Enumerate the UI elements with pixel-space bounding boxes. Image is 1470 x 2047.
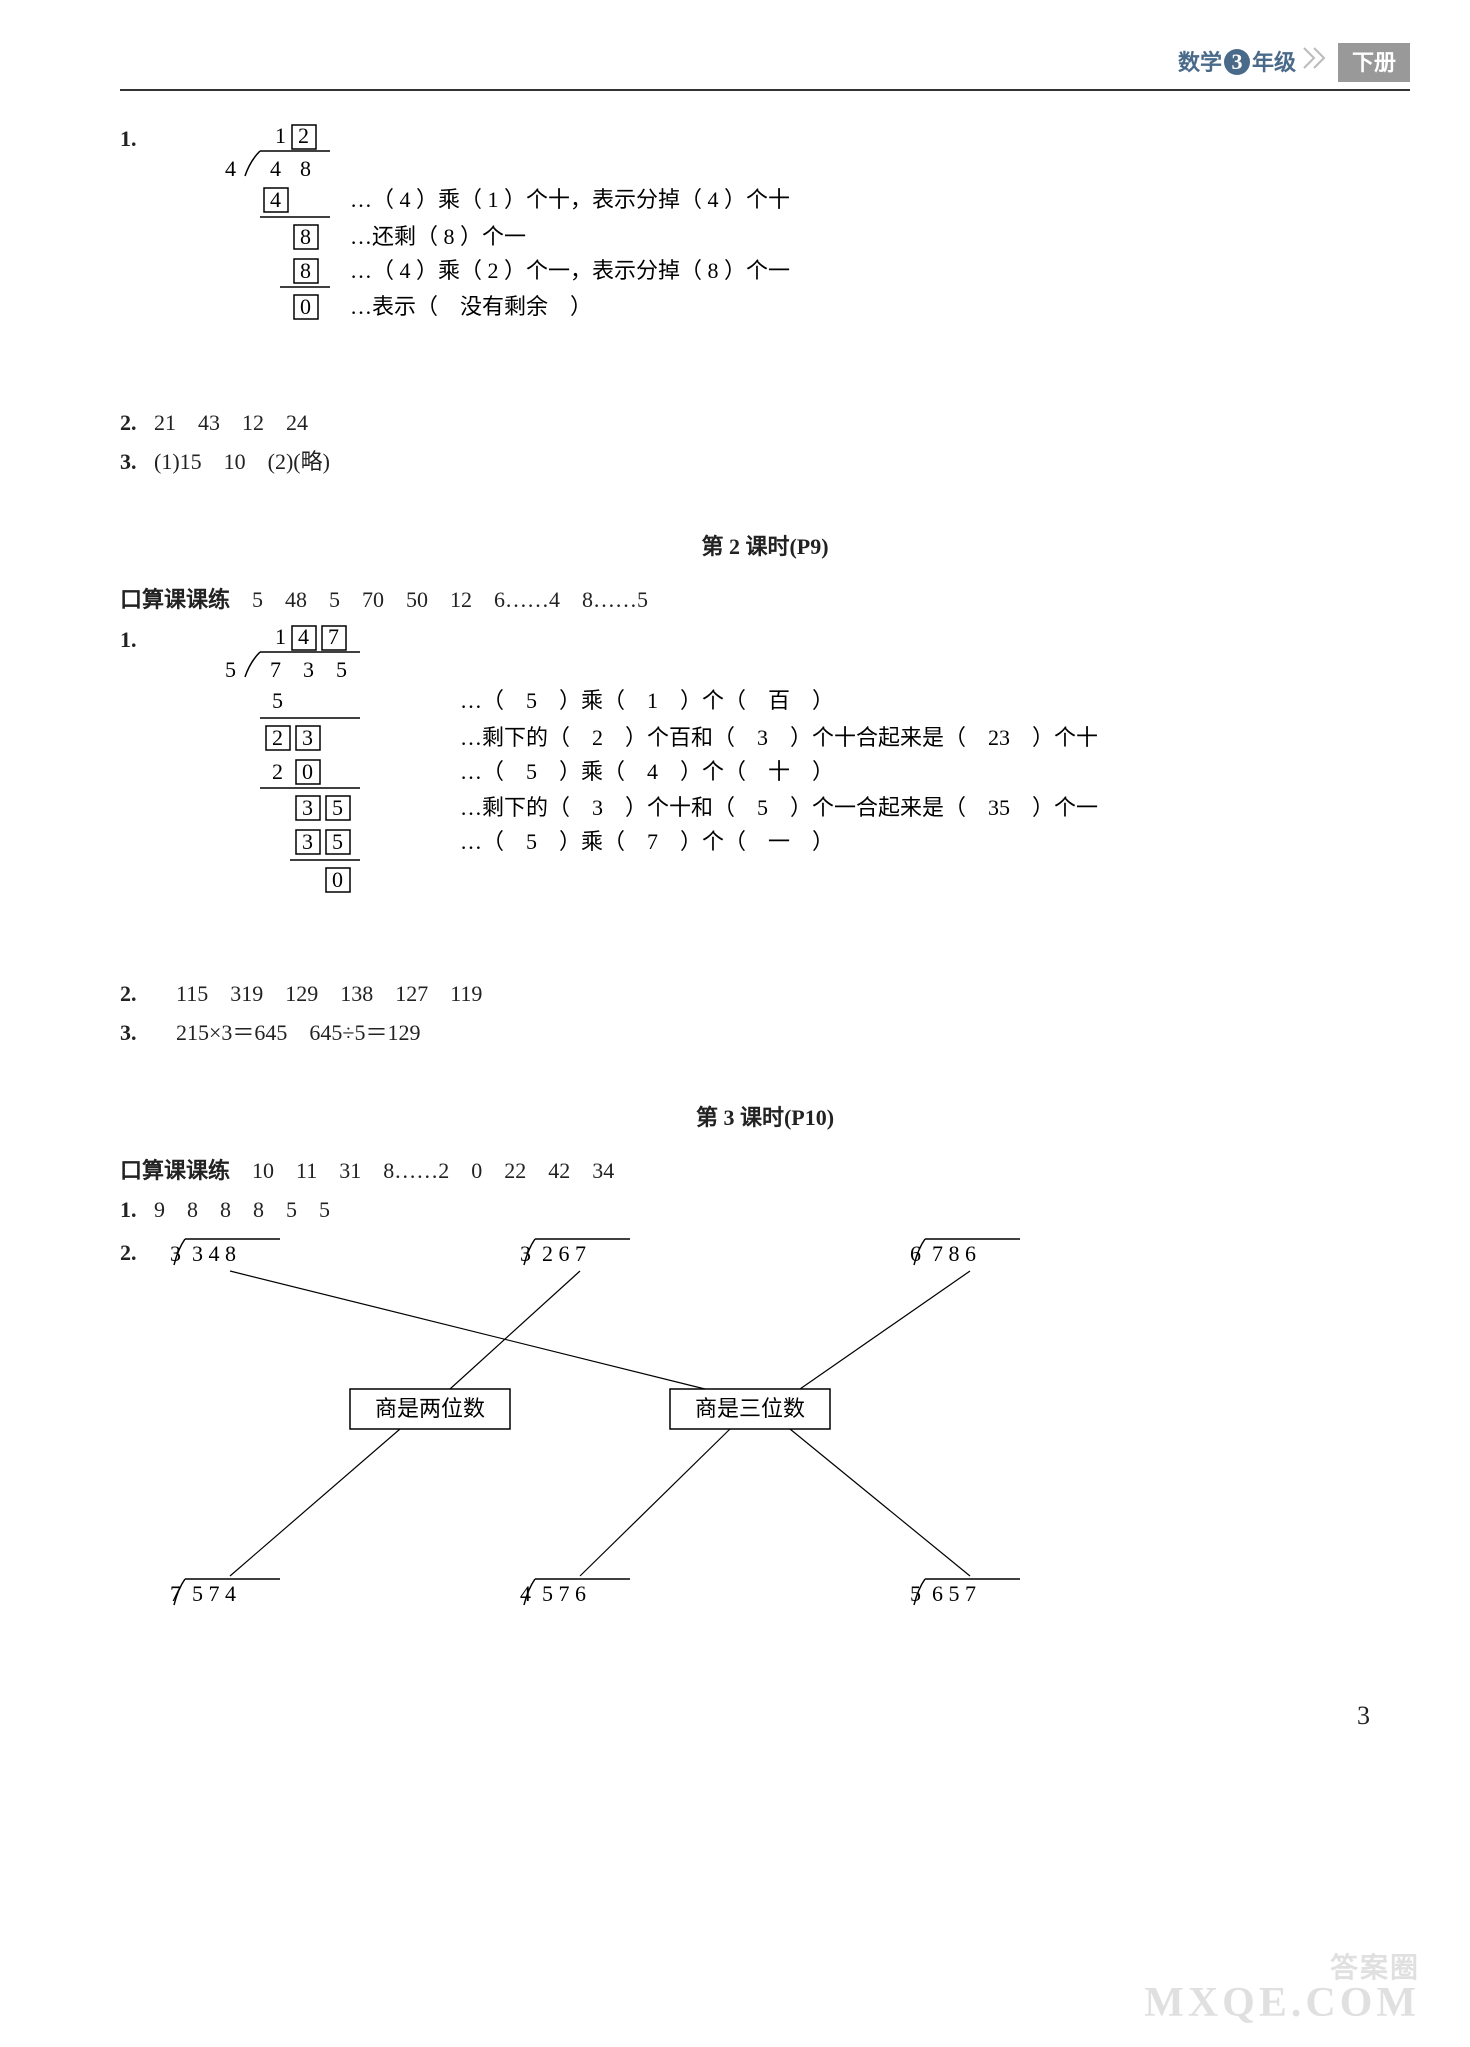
kousuan3-label: 口算课课练: [120, 1158, 230, 1183]
q1-dividend1: 4: [270, 156, 281, 181]
s2q1-number: 1.: [120, 622, 154, 657]
chevron-icon: [1302, 40, 1332, 85]
s3q2-number: 2.: [120, 1235, 154, 1270]
section2-title: 第 2 课时(P9): [120, 529, 1410, 564]
s2q1-qd2: 4: [298, 624, 309, 649]
watermark-bottom: MXQE.COM: [1144, 1970, 1420, 2037]
q1-l2-note: …还剩（ 8 ）个一: [350, 224, 526, 249]
q1-quot-d2: 2: [298, 123, 309, 148]
topC-dividend: 7 8 6: [932, 1241, 976, 1266]
header-subject: 数学: [1178, 45, 1222, 80]
q1-l3: 8: [300, 258, 311, 283]
kousuan3: 口算课课练 10 11 31 8……2 0 22 42 34: [120, 1153, 1410, 1188]
botB-dividend: 5 7 6: [542, 1581, 586, 1606]
volume-badge: 下册: [1338, 43, 1410, 82]
q3-text: (1)15 10 (2)(略): [154, 449, 330, 474]
q1-l4: 0: [300, 294, 311, 319]
s3q1: 1.9 8 8 8 5 5: [120, 1192, 1410, 1227]
s3q2: 2. 3 3 4 8 3 2 6 7 6 7 8 6 商是两位数 商是三位数 7…: [120, 1231, 1410, 1631]
s2q1-l5b2: 5: [332, 829, 343, 854]
s2q1-qd3: 7: [328, 624, 339, 649]
q3: 3.(1)15 10 (2)(略): [120, 444, 1410, 479]
s2q1-qd1: 1: [275, 624, 286, 649]
s3q1-number: 1.: [120, 1192, 154, 1227]
s2q1: 1. 1 4 7 5 7 3 5 5 …（ 5 ）乘（ 1 ）个（ 百 ） 2 …: [120, 622, 1410, 972]
q1-number: 1.: [120, 121, 154, 156]
q3-number: 3.: [120, 444, 154, 479]
s2q2-text: 115 319 129 138 127 119: [176, 981, 482, 1006]
s2q1-l1n: …（ 5 ）乘（ 1 ）个（ 百 ）: [460, 688, 834, 713]
s2q1-dividend: 7 3 5: [270, 657, 347, 682]
s2q1-l6: 0: [332, 867, 343, 892]
q1-l1-note: …（ 4 ）乘（ 1 ）个十，表示分掉（ 4 ）个十: [350, 187, 790, 212]
s2q1-l3d: 2: [272, 759, 283, 784]
topB-dividend: 2 6 7: [542, 1241, 586, 1266]
kousuan2-vals: 5 48 5 70 50 12 6……4 8……5: [252, 587, 648, 612]
s2q1-l3b: 0: [302, 759, 313, 784]
s2q1-divisor: 5: [225, 657, 236, 682]
header-grade-suffix: 年级: [1252, 45, 1296, 80]
kousuan2: 口算课课练 5 48 5 70 50 12 6……4 8……5: [120, 582, 1410, 617]
s2q1-l4b2: 5: [332, 795, 343, 820]
s2q3: 3. 215×3＝645 645÷5＝129: [120, 1015, 1410, 1050]
s3q1-text: 9 8 8 8 5 5: [154, 1197, 330, 1222]
q1: 1. 1 2 4 4 8 4 …（ 4 ）乘（ 1 ）个十，表示分掉（ 4 ）个…: [120, 121, 1410, 401]
s2q3-text: 215×3＝645 645÷5＝129: [176, 1020, 420, 1045]
kousuan2-label: 口算课课练: [120, 587, 230, 612]
s2q2: 2. 115 319 129 138 127 119: [120, 976, 1410, 1011]
s2q1-l2n: …剩下的（ 2 ）个百和（ 3 ）个十合起来是（ 23 ）个十: [460, 725, 1098, 750]
s2q1-l5n: …（ 5 ）乘（ 7 ）个（ 一 ）: [460, 829, 834, 854]
watermark-top: 答案圈: [1330, 1947, 1420, 1992]
labelL: 商是两位数: [375, 1396, 485, 1421]
s2q1-l5b1: 3: [302, 829, 313, 854]
q1-dividend2: 8: [300, 156, 311, 181]
s2q2-number: 2.: [120, 976, 154, 1011]
s2q1-l3n: …（ 5 ）乘（ 4 ）个（ 十 ）: [460, 759, 834, 784]
q1-l3-note: …（ 4 ）乘（ 2 ）个一，表示分掉（ 8 ）个一: [350, 258, 790, 283]
section3-title: 第 3 课时(P10): [120, 1100, 1410, 1135]
s2q1-l1d: 5: [272, 688, 283, 713]
s2q1-l4b1: 3: [302, 795, 313, 820]
s2q1-l2b2: 3: [302, 725, 313, 750]
page-header: 数学 3 年级 下册: [120, 40, 1410, 91]
kousuan3-vals: 10 11 31 8……2 0 22 42 34: [252, 1158, 614, 1183]
q2-number: 2.: [120, 405, 154, 440]
q2: 2.21 43 12 24: [120, 405, 1410, 440]
q1-l4-note: …表示（ 没有剩余 ）: [350, 294, 592, 319]
topA-dividend: 3 4 8: [192, 1241, 236, 1266]
s2q1-l2b1: 2: [272, 725, 283, 750]
q2-text: 21 43 12 24: [154, 410, 308, 435]
page-number: 3: [120, 1695, 1370, 1737]
labelR: 商是三位数: [695, 1396, 805, 1421]
q1-l1: 4: [270, 187, 281, 212]
s2q1-l4n: …剩下的（ 3 ）个十和（ 5 ）个一合起来是（ 35 ）个一: [460, 795, 1098, 820]
grade-badge: 3: [1224, 49, 1250, 75]
q1-l2: 8: [300, 224, 311, 249]
botC-dividend: 6 5 7: [932, 1581, 976, 1606]
q1-quot-d1: 1: [275, 123, 286, 148]
s2q3-number: 3.: [120, 1015, 154, 1050]
q1-divisor: 4: [225, 156, 236, 181]
botA-dividend: 5 7 4: [192, 1581, 236, 1606]
